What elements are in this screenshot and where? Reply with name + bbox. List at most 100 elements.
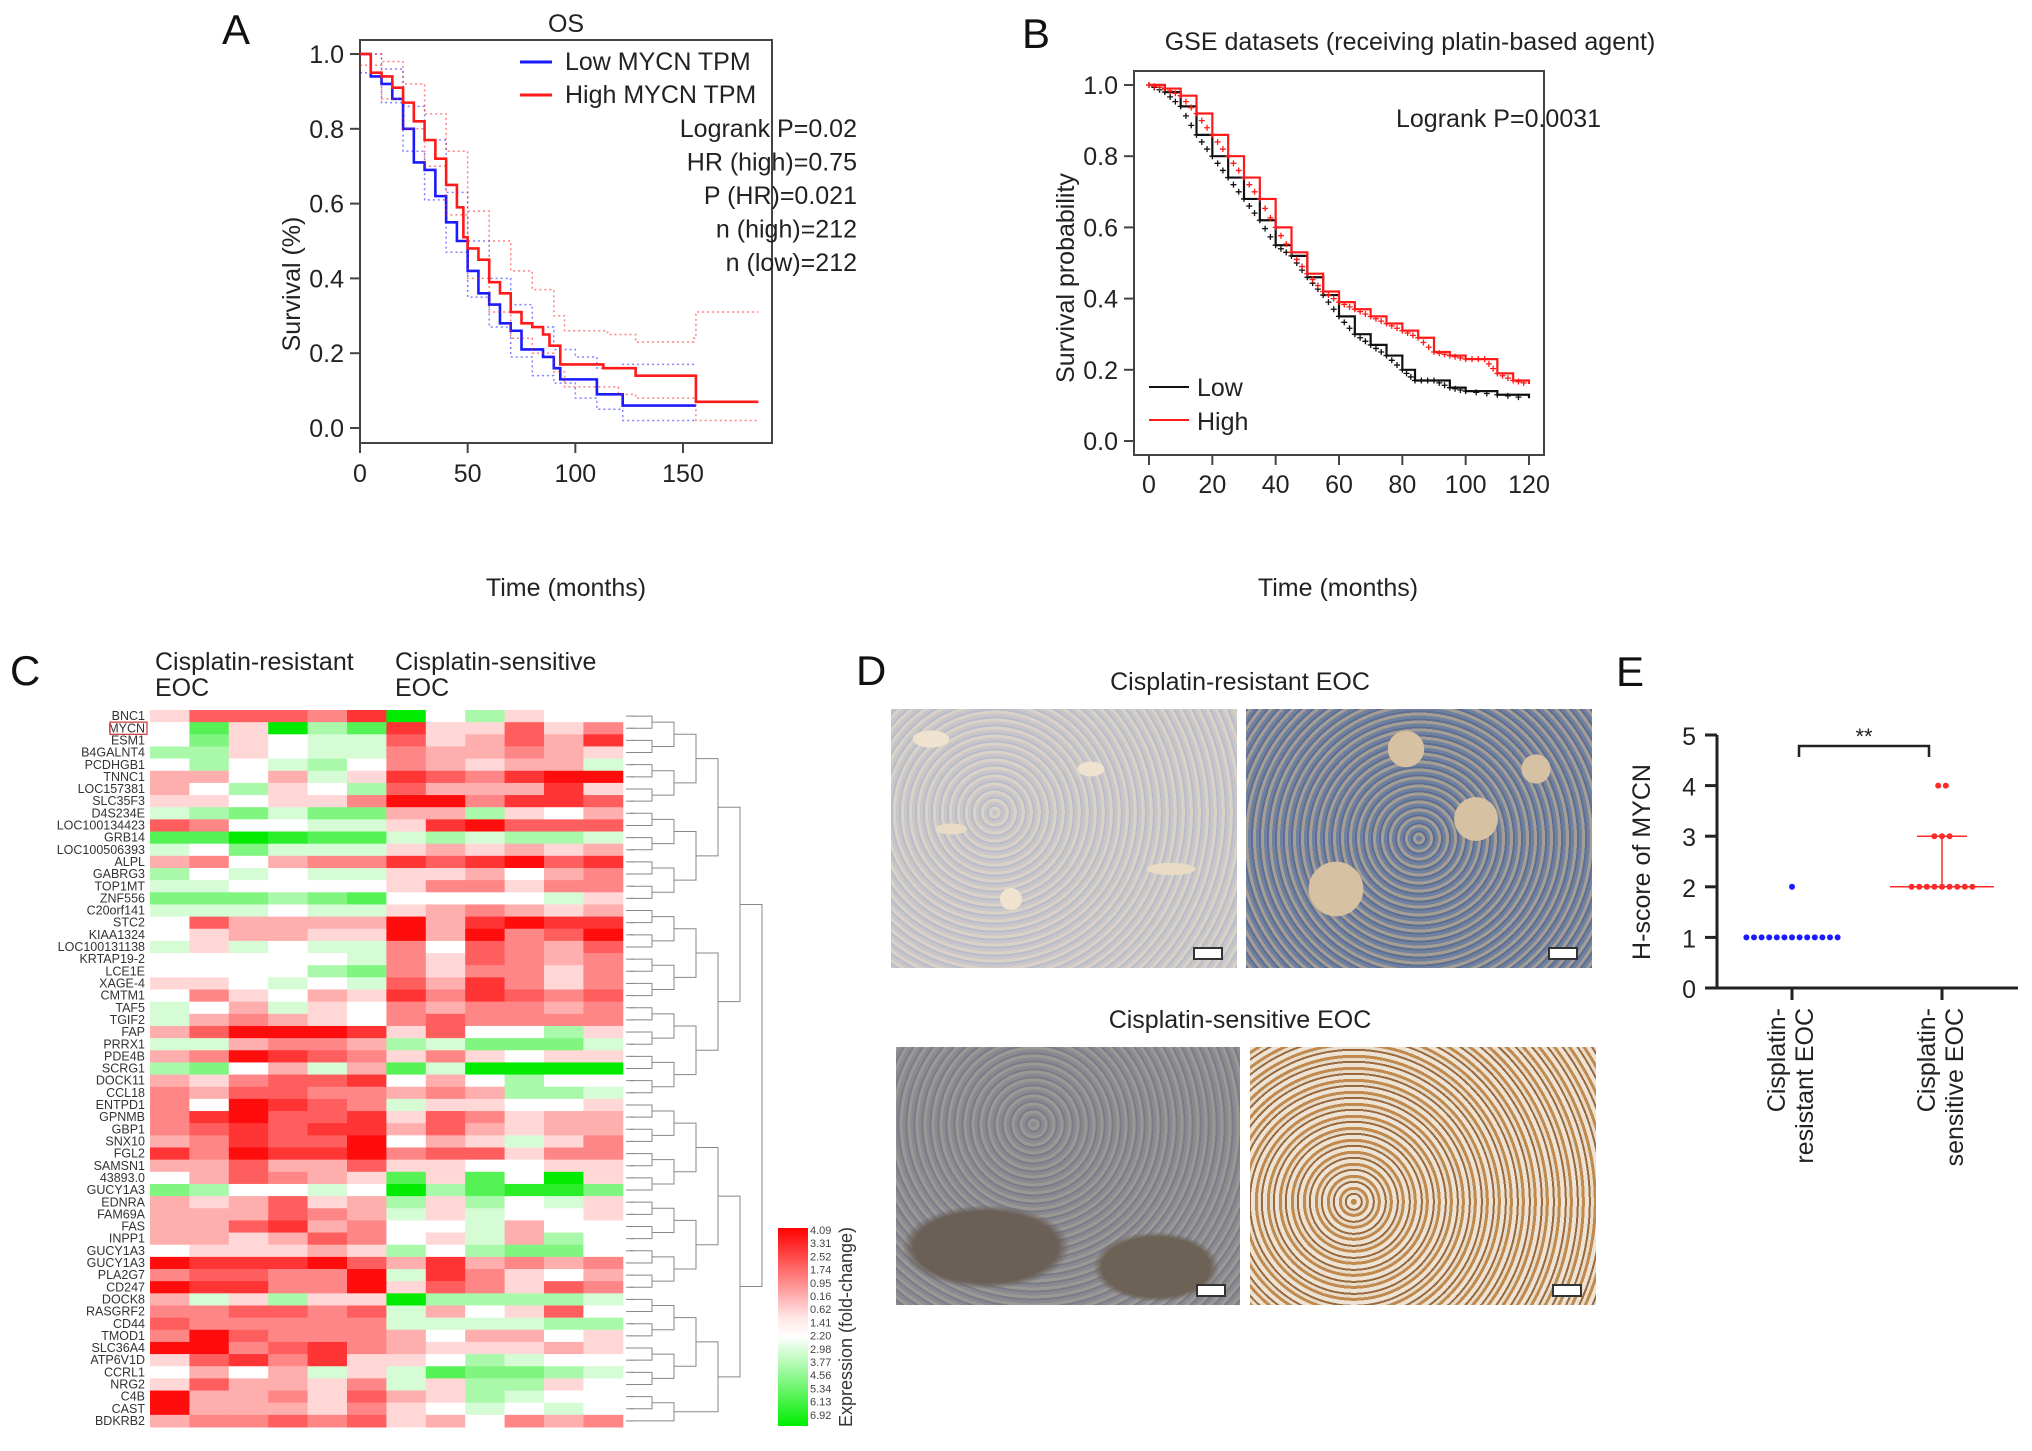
heatmap-cell	[465, 843, 506, 857]
dendrogram-branch	[674, 1122, 697, 1173]
dendrogram-branch	[630, 715, 653, 729]
heatmap-cell	[268, 734, 309, 747]
dendrogram-branch	[696, 952, 719, 1051]
heatmap-cell	[465, 1013, 506, 1027]
heatmap-cell	[189, 722, 230, 735]
heatmap-cell	[504, 1329, 545, 1343]
heatmap-cell	[504, 1269, 545, 1282]
heatmap-cell	[465, 953, 506, 966]
heatmap-cell	[504, 904, 545, 918]
heatmap-cell	[347, 843, 387, 857]
data-point	[1781, 934, 1788, 941]
heatmap-cell	[425, 1038, 466, 1051]
data-point	[1954, 883, 1961, 890]
heatmap-cell	[268, 1402, 309, 1416]
heatmap-cell	[268, 1220, 309, 1234]
censor-mark	[1277, 232, 1284, 239]
heatmap-cell	[228, 1001, 269, 1015]
heatmap-cell	[386, 1098, 427, 1112]
heatmap-cell	[307, 1329, 348, 1343]
heatmap-cell	[465, 867, 506, 881]
censor-mark	[1272, 224, 1279, 231]
heatmap-cell	[307, 1244, 348, 1258]
heatmap-cell	[307, 795, 348, 808]
censor-mark	[1314, 282, 1321, 289]
heatmap-cell	[228, 1244, 269, 1258]
censor-mark	[1485, 360, 1492, 367]
heatmap-cell	[504, 940, 545, 954]
x-tick-label: sensitive EOC	[1941, 1008, 1969, 1166]
heatmap-cell	[504, 867, 545, 881]
heatmap-cell	[583, 1062, 624, 1076]
censor-mark	[1351, 306, 1358, 313]
gene-label: GBP1	[112, 1122, 145, 1136]
y-tick-label: 0.4	[309, 265, 344, 293]
heatmap-cell	[465, 1402, 506, 1416]
heatmap-cell	[465, 1366, 506, 1379]
censor-mark	[1177, 103, 1184, 110]
heatmap-cell	[465, 1196, 506, 1209]
censor-mark	[1193, 110, 1200, 117]
heatmap-cell	[386, 1111, 427, 1124]
x-tick-label: 100	[554, 460, 596, 488]
heatmap-cell	[386, 1220, 427, 1234]
heatmap-cell	[386, 855, 427, 869]
heatmap-cell	[228, 1305, 269, 1319]
gene-label: CCL18	[106, 1086, 145, 1100]
heatmap-cell	[307, 928, 348, 942]
heatmap-cell	[347, 1281, 387, 1294]
heatmap-cell	[583, 1025, 624, 1039]
heatmap-cell	[425, 831, 466, 845]
heatmap-cell	[583, 1354, 624, 1367]
heatmap-cell	[307, 1111, 348, 1124]
censor-mark	[1404, 330, 1411, 337]
heatmap-cell	[268, 1013, 309, 1027]
heatmap-cell	[228, 880, 269, 893]
data-point	[1834, 934, 1841, 941]
heatmap-cell	[228, 977, 269, 991]
heatmap-cell	[504, 1025, 545, 1039]
heatmap-cell	[150, 1281, 190, 1294]
gene-label: RASGRF2	[86, 1305, 145, 1319]
heatmap-cell	[268, 795, 309, 808]
heatmap-cell	[544, 722, 584, 735]
heatmap-cell	[347, 1159, 387, 1173]
heatmap-cell	[189, 953, 230, 966]
heatmap-cell	[386, 892, 427, 905]
stat-annotation: Logrank P=0.02	[680, 115, 857, 143]
heatmap-cell	[386, 746, 427, 760]
dendrogram-branch	[652, 1207, 675, 1234]
heatmap-cell	[268, 989, 309, 1003]
heatmap-cell	[268, 1305, 309, 1319]
censor-mark	[1415, 334, 1422, 341]
heatmap-cell	[189, 1183, 230, 1197]
censor-mark	[1346, 325, 1353, 332]
censor-mark	[1167, 93, 1174, 100]
heatmap-cell	[150, 710, 190, 723]
heatmap-cell	[150, 1147, 190, 1161]
heatmap-cell	[583, 1305, 624, 1319]
dendrogram-branch	[630, 1104, 653, 1118]
censor-mark	[1504, 375, 1511, 382]
data-point	[1743, 934, 1750, 941]
heatmap-cell	[425, 758, 466, 772]
heatmap-cell	[307, 770, 348, 784]
censor-mark	[1462, 388, 1469, 395]
data-point	[1942, 782, 1949, 789]
panel-label-b: B	[1022, 10, 1050, 57]
censor-mark	[1172, 90, 1179, 97]
heatmap-cell	[150, 1354, 190, 1367]
heatmap-cell	[307, 1256, 348, 1270]
heatmap-cell	[150, 1378, 190, 1392]
heatmap-cell	[425, 819, 466, 833]
heatmap-cell	[504, 1013, 545, 1027]
heatmap-cell	[504, 722, 545, 735]
data-point	[1773, 934, 1780, 941]
heatmap-cell	[307, 734, 348, 747]
heatmap-cell	[307, 1123, 348, 1136]
heatmap-cell	[504, 1305, 545, 1319]
ihc-image-sensitive-high-mag	[1250, 1047, 1596, 1305]
censor-mark	[1330, 295, 1337, 302]
heatmap-cell	[228, 1086, 269, 1100]
heatmap-cell	[228, 1135, 269, 1148]
